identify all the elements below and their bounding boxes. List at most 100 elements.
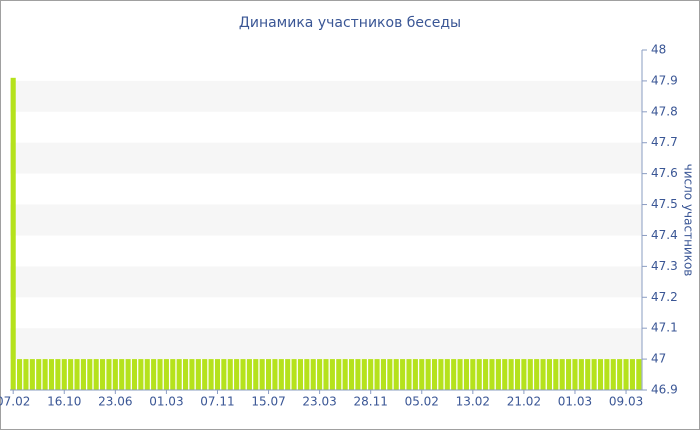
bar: [342, 359, 348, 390]
bar: [585, 359, 591, 390]
y-tick-label: 47.1: [651, 321, 678, 335]
bar: [151, 359, 157, 390]
bar: [100, 359, 106, 390]
bar: [112, 359, 118, 390]
y-tick-label: 47: [651, 352, 666, 366]
bar: [489, 359, 495, 390]
bar: [323, 359, 329, 390]
bar: [540, 359, 546, 390]
bar: [444, 359, 450, 390]
grid-band: [10, 204, 642, 236]
bar: [451, 359, 457, 390]
y-tick-label: 47.5: [651, 197, 678, 211]
bar: [400, 359, 406, 390]
bar: [246, 359, 252, 390]
grid-band: [10, 266, 642, 298]
bar: [457, 359, 463, 390]
bar: [368, 359, 374, 390]
bar: [355, 359, 361, 390]
x-tick-label: 23.06: [98, 395, 132, 409]
bar: [348, 359, 355, 390]
bar: [253, 359, 259, 390]
bar: [208, 359, 214, 390]
bar: [61, 359, 67, 390]
bar: [234, 359, 240, 390]
bar: [17, 359, 23, 390]
bar: [214, 359, 221, 390]
y-tick-label: 47.9: [651, 73, 678, 87]
y-tick-label: 47.2: [651, 290, 678, 304]
bar: [495, 359, 501, 390]
bar: [502, 359, 508, 390]
bar: [317, 359, 323, 390]
bar: [202, 359, 208, 390]
bar: [476, 359, 482, 390]
y-axis-label: число участников: [682, 164, 696, 277]
bar: [387, 359, 393, 390]
bar: [431, 359, 438, 390]
grid-band: [10, 328, 642, 360]
bar: [227, 359, 233, 390]
y-tick-label: 47.3: [651, 259, 678, 273]
bar: [170, 359, 176, 390]
bar: [163, 359, 169, 390]
y-tick-label: 47.6: [651, 166, 678, 180]
x-tick-label: 07.11: [200, 395, 234, 409]
bar: [483, 359, 489, 390]
bar: [527, 359, 533, 390]
bar: [144, 359, 150, 390]
bar: [419, 359, 425, 390]
x-tick-label: 07.02: [0, 395, 30, 409]
bar: [183, 359, 189, 390]
bar: [425, 359, 431, 390]
bar: [412, 359, 418, 390]
y-tick-label: 47.4: [651, 228, 678, 242]
bar: [636, 359, 642, 390]
bar: [36, 359, 42, 390]
bar: [176, 359, 182, 390]
bar: [604, 359, 610, 390]
bar: [361, 359, 367, 390]
bar: [10, 77, 16, 391]
x-tick-label: 05.02: [405, 395, 439, 409]
bar: [310, 359, 316, 390]
grid-band: [10, 80, 642, 112]
x-tick-label: 28.11: [354, 395, 388, 409]
x-tick-label: 13.02: [456, 395, 490, 409]
bar: [470, 359, 476, 390]
y-tick-label: 46.9: [651, 383, 678, 397]
bar: [336, 359, 342, 390]
y-tick-label: 47.7: [651, 135, 678, 149]
bar: [189, 359, 195, 390]
bar: [380, 359, 387, 390]
bar: [42, 359, 48, 390]
bar: [106, 359, 112, 390]
bar: [23, 359, 29, 390]
bar: [272, 359, 278, 390]
bar: [55, 359, 61, 390]
bar: [623, 359, 629, 390]
bar: [138, 359, 144, 390]
bar: [521, 359, 527, 390]
bar: [48, 359, 55, 390]
bar: [297, 359, 304, 390]
bar: [559, 359, 565, 390]
x-tick-label: 01.03: [558, 395, 592, 409]
bar: [610, 359, 616, 390]
bar: [125, 359, 131, 390]
bar: [566, 359, 572, 390]
bar: [438, 359, 444, 390]
bar: [591, 359, 597, 390]
bar: [463, 359, 469, 390]
bar: [304, 359, 310, 390]
y-tick-label: 47.8: [651, 104, 678, 118]
bar: [374, 359, 380, 390]
bar: [240, 359, 246, 390]
bar: [572, 359, 578, 390]
bar: [259, 359, 265, 390]
bar: [29, 359, 35, 390]
bar: [131, 359, 138, 390]
bar: [578, 359, 584, 390]
bar: [553, 359, 559, 390]
